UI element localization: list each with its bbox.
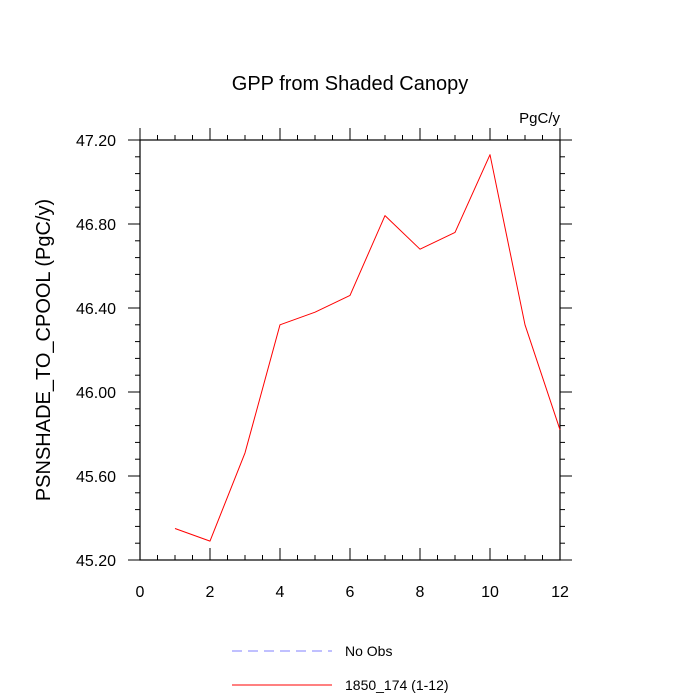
chart-title: GPP from Shaded Canopy — [232, 73, 468, 95]
axis-ticks — [128, 128, 572, 561]
series-layer — [174, 154, 561, 542]
tick-labels: 0 2 4 6 8 10 12 45.20 45.60 46.00 46.40 46.80 47.20 — [76, 133, 569, 601]
legend-label: 1850_174 (1-12) — [345, 677, 449, 693]
units-label: PgC/y — [519, 110, 560, 127]
x-tick-label: 2 — [206, 584, 215, 601]
plot-frame — [139, 139, 561, 561]
x-tick-label: 4 — [276, 584, 285, 601]
legend: No Obs 1850_174 (1-12) — [232, 643, 449, 693]
y-tick-label: 46.40 — [76, 301, 116, 318]
y-tick-label: 46.00 — [76, 385, 116, 402]
x-tick-label: 6 — [346, 584, 355, 601]
y-tick-label: 47.20 — [76, 133, 116, 150]
x-tick-label: 8 — [416, 584, 425, 601]
y-tick-label: 45.60 — [76, 469, 116, 486]
x-tick-label: 12 — [551, 584, 569, 601]
x-tick-label: 0 — [136, 584, 145, 601]
y-tick-label: 45.20 — [76, 553, 116, 570]
series-line — [174, 154, 561, 542]
y-tick-label: 46.80 — [76, 217, 116, 234]
x-tick-label: 10 — [481, 584, 499, 601]
legend-label: No Obs — [345, 643, 392, 659]
y-axis-label: PSNSHADE_TO_CPOOL (PgC/y) — [33, 199, 55, 501]
